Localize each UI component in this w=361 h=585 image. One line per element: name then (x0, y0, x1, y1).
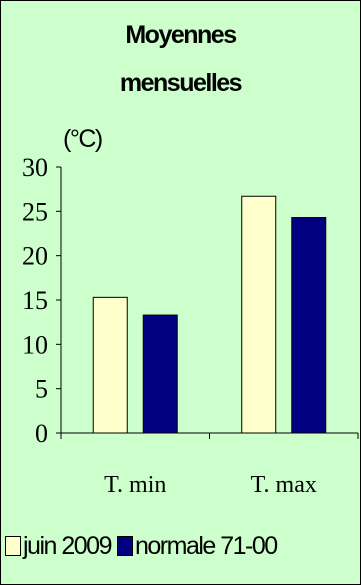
y-tick-label: 10 (22, 330, 48, 359)
chart-title-line-1: Moyennes (125, 21, 237, 49)
y-axis-unit-label: (°C) (63, 125, 103, 153)
legend-swatch-normale (116, 536, 133, 556)
legend-item-normale: normale 71-00 (116, 531, 278, 561)
x-tick-label: T. min (104, 472, 166, 498)
y-tick-label: 15 (22, 286, 48, 315)
legend-item-juin-2009: juin 2009 (5, 531, 112, 561)
y-tick-label: 25 (22, 197, 48, 226)
legend-swatch-juin-2009 (5, 536, 21, 556)
chart-title-line-2: mensuelles (119, 69, 243, 97)
bar-normale-1 (291, 217, 327, 434)
bar-normale-0 (142, 314, 178, 434)
bar-juin-2009-1 (241, 195, 277, 434)
y-tick-label: 5 (35, 375, 48, 404)
y-tick-label: 30 (22, 153, 48, 182)
y-tick-label: 0 (35, 419, 48, 448)
y-tick-label: 20 (22, 242, 48, 271)
x-tick-label: T. max (251, 472, 317, 498)
legend-label-juin-2009: juin 2009 (23, 531, 112, 560)
legend: juin 2009 normale 71-00 (5, 529, 278, 563)
legend-label-normale: normale 71-00 (134, 531, 278, 560)
bar-juin-2009-0 (92, 296, 128, 434)
